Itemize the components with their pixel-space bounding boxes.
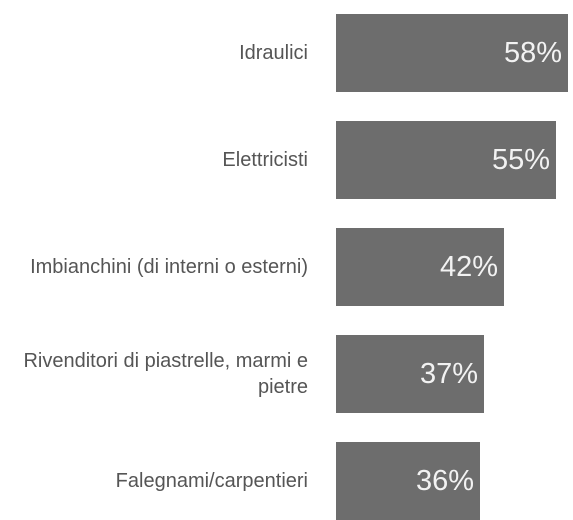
value-label: 42% — [439, 250, 498, 283]
bar-row: Rivenditori di piastrelle, marmi e pietr… — [0, 335, 573, 413]
value-label: 37% — [419, 357, 478, 390]
category-label: Imbianchini (di interni o esterni) — [30, 256, 308, 278]
category-label: Idraulici — [239, 42, 308, 64]
bar: 36% — [336, 442, 480, 520]
bar: 55% — [336, 121, 556, 199]
bar: 58% — [336, 14, 568, 92]
bar-row: Elettricisti 55% — [0, 121, 573, 199]
bar-row: Idraulici 58% — [0, 14, 573, 92]
category-label: Rivenditori di piastrelle, marmi e pietr… — [23, 350, 308, 398]
bar: 37% — [336, 335, 484, 413]
category-label: Elettricisti — [222, 149, 308, 171]
value-label: 36% — [415, 464, 474, 497]
value-label: 58% — [503, 36, 562, 69]
bar-row: Imbianchini (di interni o esterni) 42% — [0, 228, 573, 306]
category-label: Falegnami/carpentieri — [115, 470, 308, 492]
bar: 42% — [336, 228, 504, 306]
value-label: 55% — [491, 143, 550, 176]
bar-row: Falegnami/carpentieri 36% — [0, 442, 573, 520]
